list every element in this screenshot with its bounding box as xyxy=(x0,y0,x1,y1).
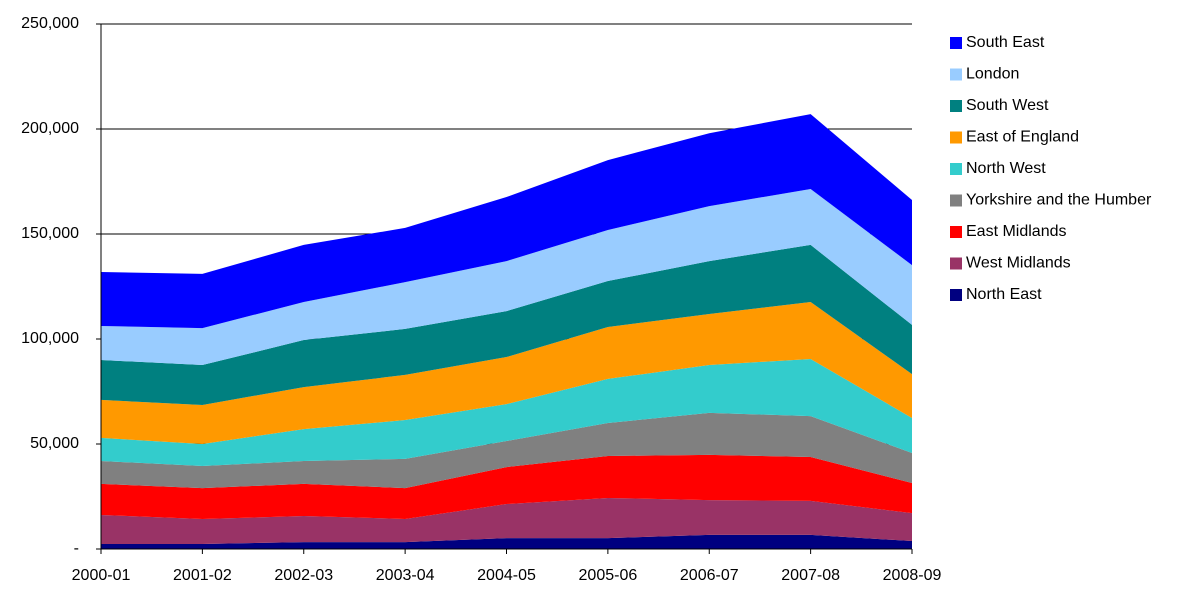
legend-label: North East xyxy=(966,286,1042,303)
legend-label: East of England xyxy=(966,129,1079,146)
area xyxy=(101,497,912,544)
y-tick-label: 50,000 xyxy=(30,435,79,452)
legend-swatch xyxy=(950,257,962,270)
legend-swatch xyxy=(950,100,962,112)
legend-swatch xyxy=(950,68,962,81)
area xyxy=(101,454,912,519)
x-tick-label: 2007-08 xyxy=(781,567,840,584)
legend-label: South East xyxy=(966,34,1045,51)
legend-swatch xyxy=(950,226,962,238)
area xyxy=(101,244,912,405)
area xyxy=(101,189,912,366)
x-tick-label: 2000-01 xyxy=(72,567,131,584)
legend-label: South West xyxy=(966,97,1049,114)
legend-label: London xyxy=(966,66,1019,83)
legend-swatch xyxy=(950,131,962,144)
legend-swatch xyxy=(950,163,962,175)
area xyxy=(101,358,912,467)
x-tick-label: 2001-02 xyxy=(173,567,232,584)
legend-swatch xyxy=(950,194,962,207)
area xyxy=(101,412,912,489)
x-tick-label: 2004-05 xyxy=(477,567,536,584)
x-tick-label: 2005-06 xyxy=(579,567,638,584)
legend-label: West Midlands xyxy=(966,255,1071,272)
legend-label: East Midlands xyxy=(966,223,1067,240)
legend-swatch xyxy=(950,289,962,301)
legend-swatch xyxy=(950,37,962,49)
y-tick-label: 250,000 xyxy=(21,15,79,32)
y-tick-label: 150,000 xyxy=(21,225,79,242)
area xyxy=(101,302,912,444)
x-tick-label: 2002-03 xyxy=(274,567,333,584)
y-tick-label: - xyxy=(74,540,79,557)
x-tick-label: 2008-09 xyxy=(883,567,942,584)
legend-label: Yorkshire and the Humber xyxy=(966,192,1152,209)
x-tick-label: 2003-04 xyxy=(376,567,435,584)
x-tick-label: 2006-07 xyxy=(680,567,739,584)
area xyxy=(101,114,912,329)
y-tick-label: 100,000 xyxy=(21,330,79,347)
area xyxy=(101,534,912,549)
legend-label: North West xyxy=(966,160,1046,177)
y-tick-label: 200,000 xyxy=(21,120,79,137)
